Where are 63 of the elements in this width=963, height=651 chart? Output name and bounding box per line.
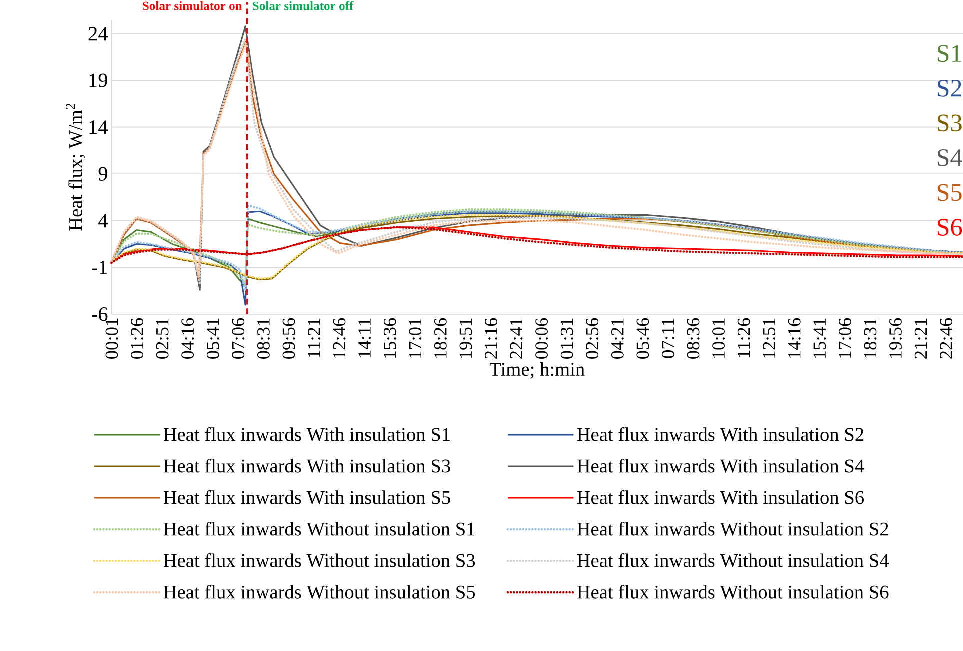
x-tick-label: 01:31	[560, 318, 574, 359]
x-axis-title: Time; h:min	[490, 362, 585, 379]
y-tick-label: 4	[98, 214, 108, 228]
x-tick-label: 14:11	[358, 318, 372, 358]
legend-label: Heat flux inwards Without insulation S2	[577, 522, 888, 536]
legend-label: Heat flux inwards Without insulation S3	[164, 554, 476, 568]
annotation: S5	[938, 184, 962, 202]
annotation: S1	[938, 45, 962, 62]
annotation: S2	[938, 80, 962, 97]
x-tick-label: 21:21	[914, 318, 928, 359]
x-tick-label: 15:41	[814, 318, 826, 358]
x-tick-label: 17:06	[838, 318, 852, 358]
x-tick-label: 12:51	[763, 318, 776, 358]
x-tick-label: 09:56	[282, 318, 296, 359]
x-tick-label: 17:01	[409, 318, 422, 358]
y-tick-label: 24	[88, 27, 108, 41]
annotation: S4	[938, 150, 962, 166]
x-tick-label: 00:01	[106, 318, 118, 359]
x-tick-label: 19:56	[890, 318, 902, 358]
x-tick-label: 21:16	[485, 318, 498, 359]
x-tick-label: 18:31	[864, 318, 877, 358]
x-tick-label: 11:21	[308, 318, 320, 358]
legend-label: Heat flux inwards Without insulation S5	[164, 585, 476, 599]
y-tick-label: -6	[92, 308, 108, 322]
legend-label: Heat flux inwards With insulation S6	[577, 490, 864, 504]
x-tick-label: 04:16	[182, 318, 194, 359]
x-tick-label: 18:26	[434, 318, 447, 358]
x-tick-label: 22:46	[940, 318, 953, 359]
x-tick-label: 04:21	[611, 318, 624, 359]
y-tick-label: 19	[90, 74, 108, 88]
legend-label: Heat flux inwards With insulation S2	[577, 427, 864, 442]
y-tick-label: -1	[92, 260, 108, 274]
x-tick-label: 05:46	[636, 318, 650, 359]
legend-label: Heat flux inwards With insulation S4	[577, 458, 864, 473]
x-tick-label: 00:06	[536, 318, 548, 359]
legend-label: Heat flux inwards Without insulation S4	[577, 554, 890, 568]
y-axis-title: Heat flux; W/m$^{2}$	[66, 104, 86, 231]
legend-label: Heat flux inwards Without insulation S1	[164, 522, 475, 536]
y-tick-label: 14	[90, 120, 108, 134]
x-tick-label: 07:06	[232, 318, 245, 359]
x-tick-label: 15:36	[384, 318, 396, 358]
x-tick-label: 22:41	[510, 318, 523, 359]
ref-line-label: Solar simulator on	[143, 1, 242, 10]
x-tick-label: 02:51	[156, 318, 169, 359]
legend-label: Heat flux inwards Without insulation S6	[577, 585, 889, 599]
x-tick-label: 19:51	[460, 318, 472, 358]
x-tick-label: 11:26	[738, 318, 750, 358]
x-tick-label: 08:31	[257, 318, 270, 359]
x-tick-label: 01:26	[131, 318, 144, 359]
annotation: S6	[938, 219, 962, 236]
x-tick-label: 02:56	[586, 318, 599, 359]
x-tick-label: 05:41	[206, 318, 220, 359]
legend-label: Heat flux inwards With insulation S3	[164, 458, 450, 473]
x-tick-label: 08:36	[687, 318, 700, 359]
legend-label: Heat flux inwards With insulation S1	[164, 427, 450, 442]
y-tick-label: 9	[98, 167, 108, 181]
x-tick-label: 10:01	[712, 318, 726, 358]
x-tick-label: 07:11	[662, 318, 674, 358]
annotation: S3	[938, 114, 962, 132]
legend-label: Heat flux inwards With insulation S5	[164, 490, 450, 504]
text: Solar simulator off	[253, 1, 354, 10]
x-tick-label: 12:46	[333, 318, 346, 358]
x-tick-label: 14:16	[788, 318, 801, 358]
